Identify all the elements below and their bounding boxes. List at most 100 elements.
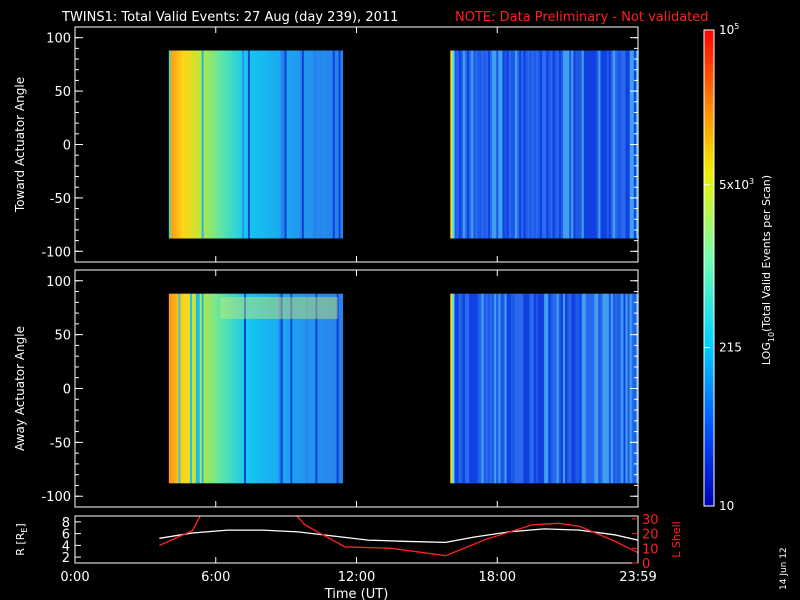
heatmap-column — [587, 50, 591, 239]
heatmap-column — [575, 50, 579, 239]
heatmap-column — [313, 50, 317, 239]
heatmap-column — [224, 50, 228, 239]
colorbar-tick-label: 5x103 — [719, 177, 754, 192]
heatmap-block-away-2 — [450, 293, 639, 484]
heatmap-column — [581, 50, 585, 239]
heatmap-column — [180, 293, 183, 484]
heatmap-column — [471, 50, 474, 239]
heatmap-column — [456, 293, 460, 484]
ephemeris-left-ylabel: R [RE] — [14, 523, 29, 555]
heatmap-column — [458, 293, 462, 484]
heatmap-column — [184, 50, 187, 239]
heatmap-column — [255, 50, 259, 239]
heatmap-column — [326, 293, 330, 484]
y-tick-label: 100 — [46, 32, 71, 47]
heatmap-column — [517, 50, 520, 239]
heatmap-column — [454, 50, 458, 239]
heatmap-column — [610, 293, 614, 484]
heatmap-column — [251, 293, 255, 484]
heatmap-column — [319, 293, 322, 484]
heatmap-column — [627, 50, 631, 239]
heatmap-column — [170, 293, 174, 484]
heatmap-column — [519, 293, 522, 484]
heatmap-column — [182, 50, 185, 239]
heatmap-column — [502, 293, 506, 484]
heatmap-column — [562, 293, 566, 484]
heatmap-column — [452, 293, 456, 484]
heatmap-column — [182, 293, 185, 484]
heatmap-column — [585, 293, 589, 484]
heatmap-column — [512, 50, 516, 239]
heatmap-column — [205, 50, 209, 239]
heatmap-column — [458, 50, 462, 239]
heatmap-column — [284, 50, 288, 239]
right-y-tick-label: 0 — [642, 557, 650, 572]
heatmap-column — [579, 50, 583, 239]
ylabel-end: ] — [14, 523, 27, 527]
heatmap-column — [473, 50, 476, 239]
heatmap-column — [325, 50, 328, 239]
heatmap-block-toward-1 — [168, 50, 344, 239]
heatmap-column — [502, 50, 506, 239]
heatmap-column — [590, 50, 593, 239]
heatmap-column — [263, 50, 266, 239]
colorbar-label-main: LOG — [760, 342, 773, 365]
heatmap-column — [539, 293, 543, 484]
heatmap-column — [184, 293, 187, 484]
heatmap-column — [290, 50, 293, 239]
chart-title: TWINS1: Total Valid Events: 27 Aug (day … — [61, 10, 398, 25]
heatmap-column — [552, 293, 556, 484]
heatmap-column — [504, 50, 508, 239]
heatmap-column — [571, 50, 574, 239]
heatmap-column — [619, 50, 622, 239]
heatmap-column — [228, 293, 232, 484]
heatmap-column — [621, 50, 625, 239]
heatmap-column — [612, 50, 616, 239]
heatmap-column — [583, 293, 587, 484]
heatmap-column — [249, 50, 253, 239]
heatmap-column — [253, 50, 257, 239]
heatmap-column — [512, 293, 516, 484]
colorbar-label-sub: 10 — [767, 332, 776, 342]
y-tick-label: -100 — [41, 245, 71, 260]
heatmap-column — [294, 293, 297, 484]
heatmap-column — [556, 50, 560, 239]
heatmap-column — [506, 293, 510, 484]
heatmap-column — [307, 50, 311, 239]
heatmap-column — [267, 50, 270, 239]
colorbar-label-rest: (Total Valid Events per Scan) — [760, 175, 773, 332]
heatmap-column — [481, 293, 485, 484]
heatmap-column — [284, 293, 288, 484]
left-y-tick-label: 2 — [62, 551, 70, 566]
heatmap-column — [521, 293, 524, 484]
heatmap-column — [531, 293, 535, 484]
toward-ylabel: Toward Actuator Angle — [13, 77, 27, 213]
heatmap-column — [242, 293, 245, 484]
heatmap-column — [305, 50, 309, 239]
heatmap-column — [230, 293, 234, 484]
heatmap-column — [473, 293, 476, 484]
heatmap-column — [519, 50, 522, 239]
heatmap-column — [508, 50, 512, 239]
heatmap-column — [608, 293, 612, 484]
heatmap-column — [191, 293, 195, 484]
heatmap-column — [623, 50, 627, 239]
heatmap-column — [271, 50, 274, 239]
heatmap-column — [280, 50, 284, 239]
radial-distance-line — [159, 528, 638, 544]
heatmap-column — [590, 293, 593, 484]
heatmap-column — [565, 293, 568, 484]
heatmap-column — [485, 50, 489, 239]
heatmap-column — [467, 50, 470, 239]
heatmap-column — [481, 50, 485, 239]
heatmap-column — [464, 293, 468, 484]
heatmap-column — [232, 50, 236, 239]
heatmap-column — [242, 50, 245, 239]
heatmap-column — [525, 50, 529, 239]
heatmap-band — [220, 296, 338, 319]
heatmap-column — [298, 50, 301, 239]
heatmap-column — [548, 50, 552, 239]
heatmap-column — [286, 293, 290, 484]
